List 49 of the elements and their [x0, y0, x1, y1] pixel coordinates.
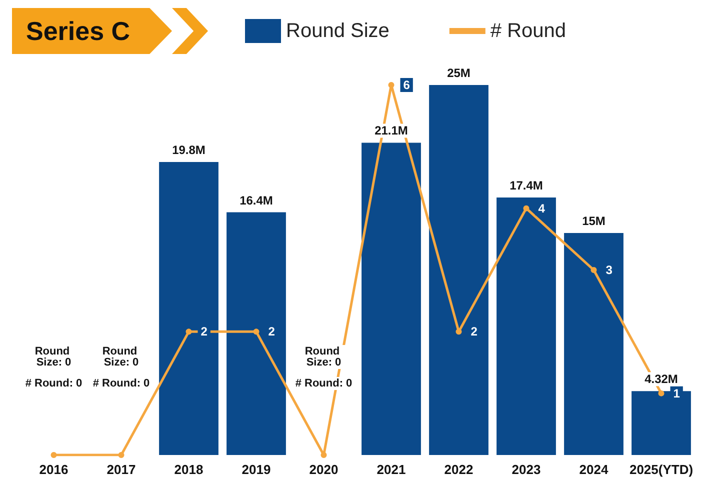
data-label: 2 [470, 324, 478, 339]
data-label: 4 [538, 201, 546, 216]
x-tick-label: 2016 [39, 462, 68, 477]
data-label: 4.32M [644, 372, 678, 386]
point [253, 328, 260, 335]
data-label: 25M [447, 66, 470, 80]
annotation: # Round: 0 [295, 378, 352, 390]
x-tick-label: 2023 [512, 462, 541, 477]
x-tick-label: 2020 [309, 462, 338, 477]
bar [362, 142, 421, 455]
data-label: 19.8M [172, 142, 206, 157]
x-tick-label: 2019 [242, 462, 271, 477]
bar [564, 233, 624, 455]
data-label: 21.1M [374, 124, 408, 138]
data-label: 2 [268, 324, 276, 339]
legend-label: # Round [490, 20, 566, 42]
bar [429, 85, 488, 455]
annotation: # Round: 0 [25, 378, 82, 390]
annotation: Round Size: 0 [304, 346, 343, 368]
bar [226, 212, 286, 455]
point [186, 328, 192, 335]
bar [159, 162, 218, 455]
data-label: 15M [582, 214, 606, 228]
point [456, 328, 462, 335]
x-tick-label: 2021 [376, 462, 406, 477]
data-label: 6 [403, 78, 410, 92]
data-label: 16.4M [240, 193, 273, 208]
chart-title: Series C [12, 8, 172, 54]
point [590, 267, 597, 273]
x-tick-label: 2017 [106, 462, 136, 477]
annotation: Round Size: 0 [102, 346, 140, 368]
legend-label: Round Size [286, 20, 390, 42]
point [388, 82, 394, 88]
data-label: 1 [673, 386, 680, 400]
x-tick-label: 2025(YTD) [629, 462, 694, 477]
x-tick-label: 2018 [174, 462, 204, 477]
bar [496, 197, 556, 455]
data-label: 17.4M [510, 178, 543, 192]
point [658, 390, 664, 396]
data-label: 3 [606, 263, 613, 277]
point [320, 452, 327, 458]
point [50, 452, 57, 458]
point [118, 452, 124, 458]
x-tick-label: 2024 [579, 462, 609, 477]
data-label: 2 [200, 324, 208, 339]
annotation: # Round: 0 [92, 378, 150, 390]
annotation: Round Size: 0 [34, 346, 73, 368]
x-tick-label: 2022 [444, 462, 474, 477]
point [523, 205, 530, 212]
